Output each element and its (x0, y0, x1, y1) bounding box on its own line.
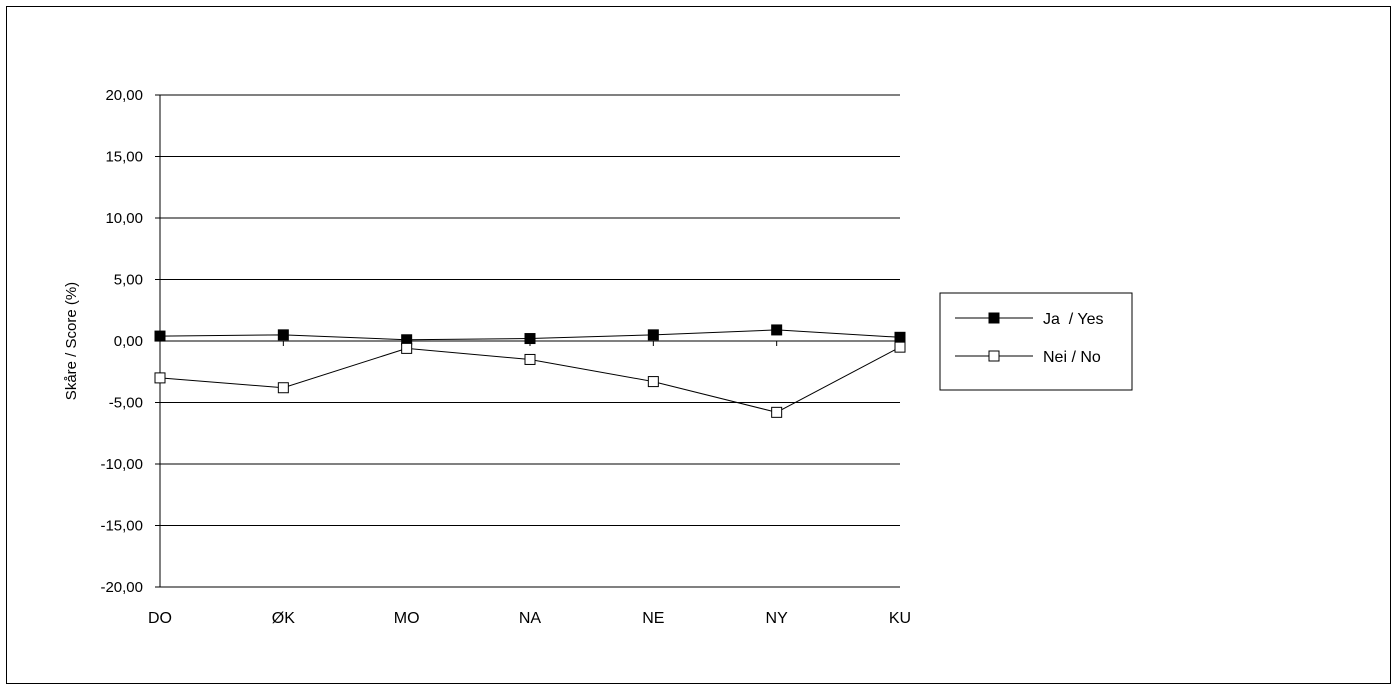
y-axis-title: Skåre / Score (%) (63, 282, 80, 400)
legend-box (939, 292, 1133, 391)
y-tick-label: 15,00 (105, 149, 143, 166)
data-point-marker (771, 324, 783, 336)
y-tick-label: 0,00 (114, 333, 143, 350)
y-tick-label: 20,00 (105, 87, 143, 104)
x-category-label: ØK (272, 610, 295, 627)
data-point-marker (894, 341, 906, 353)
data-point-marker (154, 372, 166, 384)
data-point-marker (894, 331, 906, 343)
legend-label: Ja / Yes (1043, 311, 1104, 328)
data-point-marker (647, 329, 659, 341)
data-point-marker (154, 330, 166, 342)
x-category-label: NY (766, 610, 789, 627)
legend: Ja / Yes Nei / No (939, 292, 1133, 391)
legend-marker (988, 350, 1000, 362)
data-point-marker (524, 333, 536, 345)
data-point-marker (524, 353, 536, 365)
y-tick-labels: 20,00 15,00 10,00 5,00 0,00 -5,00 -10,00 -15,00… (100, 87, 143, 596)
x-category-label: DO (148, 610, 172, 627)
y-tick-label: -5,00 (109, 395, 143, 412)
y-tick-label: -20,00 (100, 579, 143, 596)
y-tick-label: 5,00 (114, 272, 143, 289)
x-category-label: NA (519, 610, 542, 627)
series-markers (154, 324, 906, 418)
x-category-labels: DO ØK MO NA NE NY KU (148, 610, 911, 627)
x-category-label: KU (889, 610, 911, 627)
x-category-label: NE (642, 610, 664, 627)
legend-label: Nei / No (1043, 349, 1101, 366)
data-point-marker (277, 382, 289, 394)
data-point-marker (401, 342, 413, 354)
data-point-marker (277, 329, 289, 341)
x-category-label: MO (394, 610, 420, 627)
legend-marker (988, 312, 1000, 324)
data-point-marker (771, 406, 783, 418)
data-point-marker (647, 376, 659, 388)
y-tick-label: 10,00 (105, 210, 143, 227)
y-tick-label: -15,00 (100, 518, 143, 535)
chart-frame (6, 6, 1391, 684)
y-tick-label: -10,00 (100, 456, 143, 473)
